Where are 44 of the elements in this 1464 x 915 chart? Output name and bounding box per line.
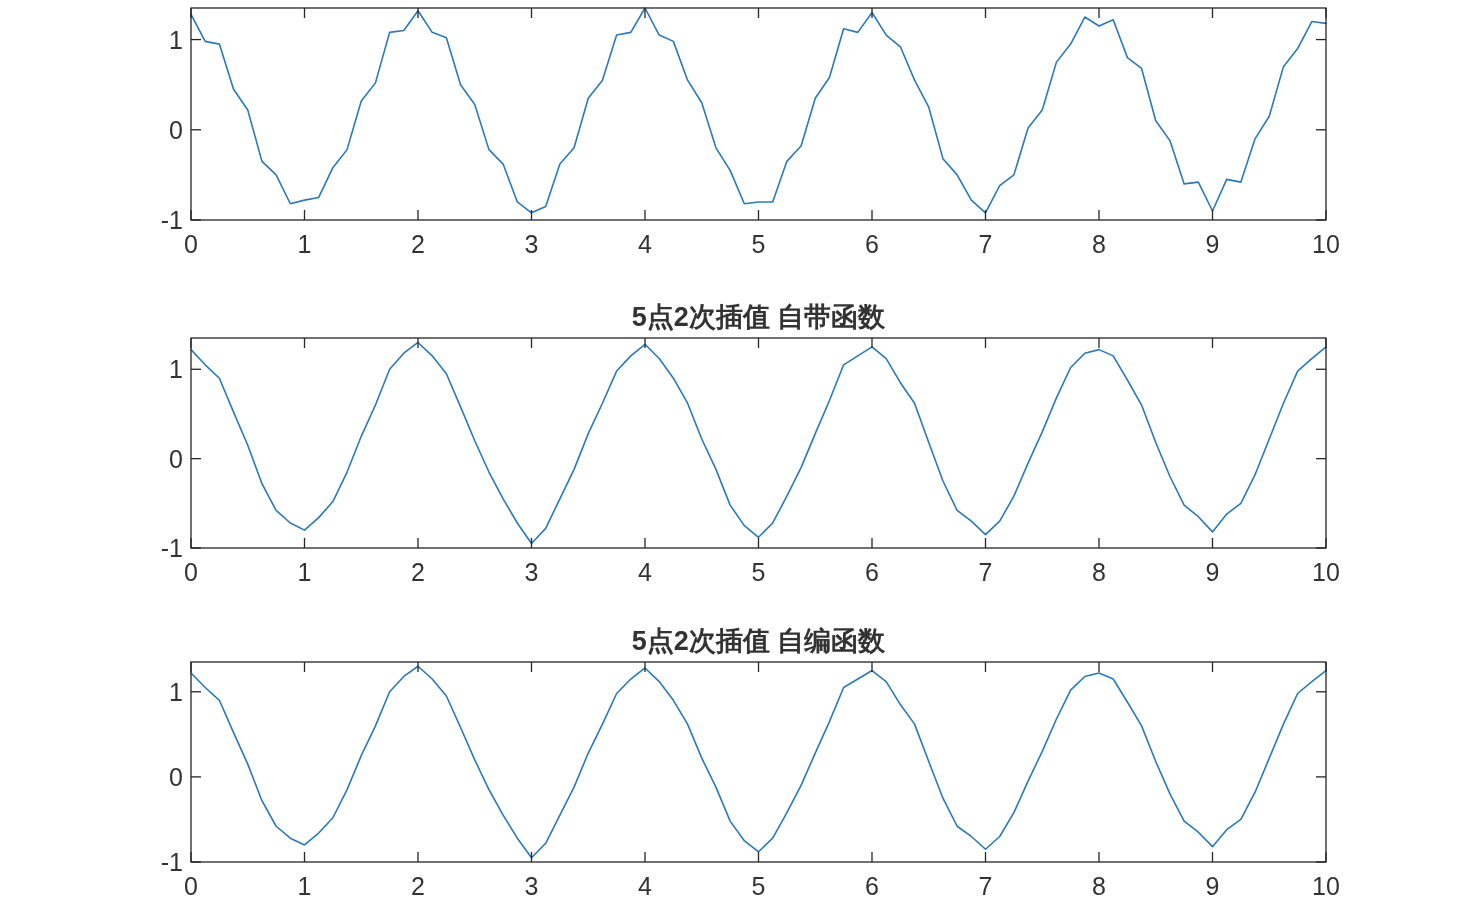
- x-tick-label: 7: [978, 558, 993, 586]
- x-tick-label: 7: [978, 230, 993, 258]
- y-tick-label: -1: [160, 848, 183, 876]
- y-tick-label: 0: [169, 762, 183, 791]
- x-tick-label: 3: [524, 230, 539, 258]
- line-series: [190, 665, 1327, 859]
- y-tick-label: -1: [160, 206, 183, 234]
- x-tick-label: 10: [1312, 558, 1340, 586]
- x-tick-label: 8: [1092, 230, 1106, 258]
- x-tick-label: 4: [638, 230, 653, 258]
- x-tick-label: 9: [1205, 558, 1220, 586]
- x-tick-label: 1: [297, 558, 312, 586]
- x-tick-label: 4: [638, 558, 653, 586]
- y-tick-label: 1: [169, 25, 183, 54]
- x-tick-label: 2: [411, 230, 425, 258]
- x-tick-label: 5: [751, 558, 766, 586]
- x-tick-label: 9: [1205, 872, 1220, 900]
- x-tick-label: 2: [411, 558, 425, 586]
- x-tick-label: 9: [1205, 230, 1220, 258]
- chart-title: 5点2次插值 自编函数: [631, 626, 887, 656]
- x-tick-label: 6: [865, 230, 879, 258]
- y-tick-label: -1: [160, 534, 183, 562]
- line-series: [190, 341, 1327, 545]
- x-tick-label: 6: [865, 872, 879, 900]
- x-tick-label: 5: [751, 872, 766, 900]
- x-tick-label: 10: [1312, 230, 1340, 258]
- x-tick-label: 10: [1312, 872, 1340, 900]
- x-tick-label: 8: [1092, 558, 1106, 586]
- y-tick-label: 1: [169, 677, 183, 706]
- x-tick-label: 3: [524, 872, 539, 900]
- y-tick-label: 1: [169, 355, 183, 384]
- x-tick-label: 4: [638, 872, 653, 900]
- line-series: [190, 7, 1327, 214]
- x-tick-label: 3: [524, 558, 539, 586]
- x-tick-label: 8: [1092, 872, 1106, 900]
- y-tick-label: 0: [169, 444, 183, 473]
- x-tick-label: 5: [751, 230, 766, 258]
- x-tick-label: 6: [865, 558, 879, 586]
- y-tick-label: 0: [169, 115, 183, 144]
- x-tick-label: 7: [978, 872, 993, 900]
- x-tick-label: 1: [297, 230, 312, 258]
- x-tick-label: 1: [297, 872, 312, 900]
- x-tick-label: 2: [411, 872, 425, 900]
- chart-title: 5点2次插值 自带函数: [631, 302, 887, 332]
